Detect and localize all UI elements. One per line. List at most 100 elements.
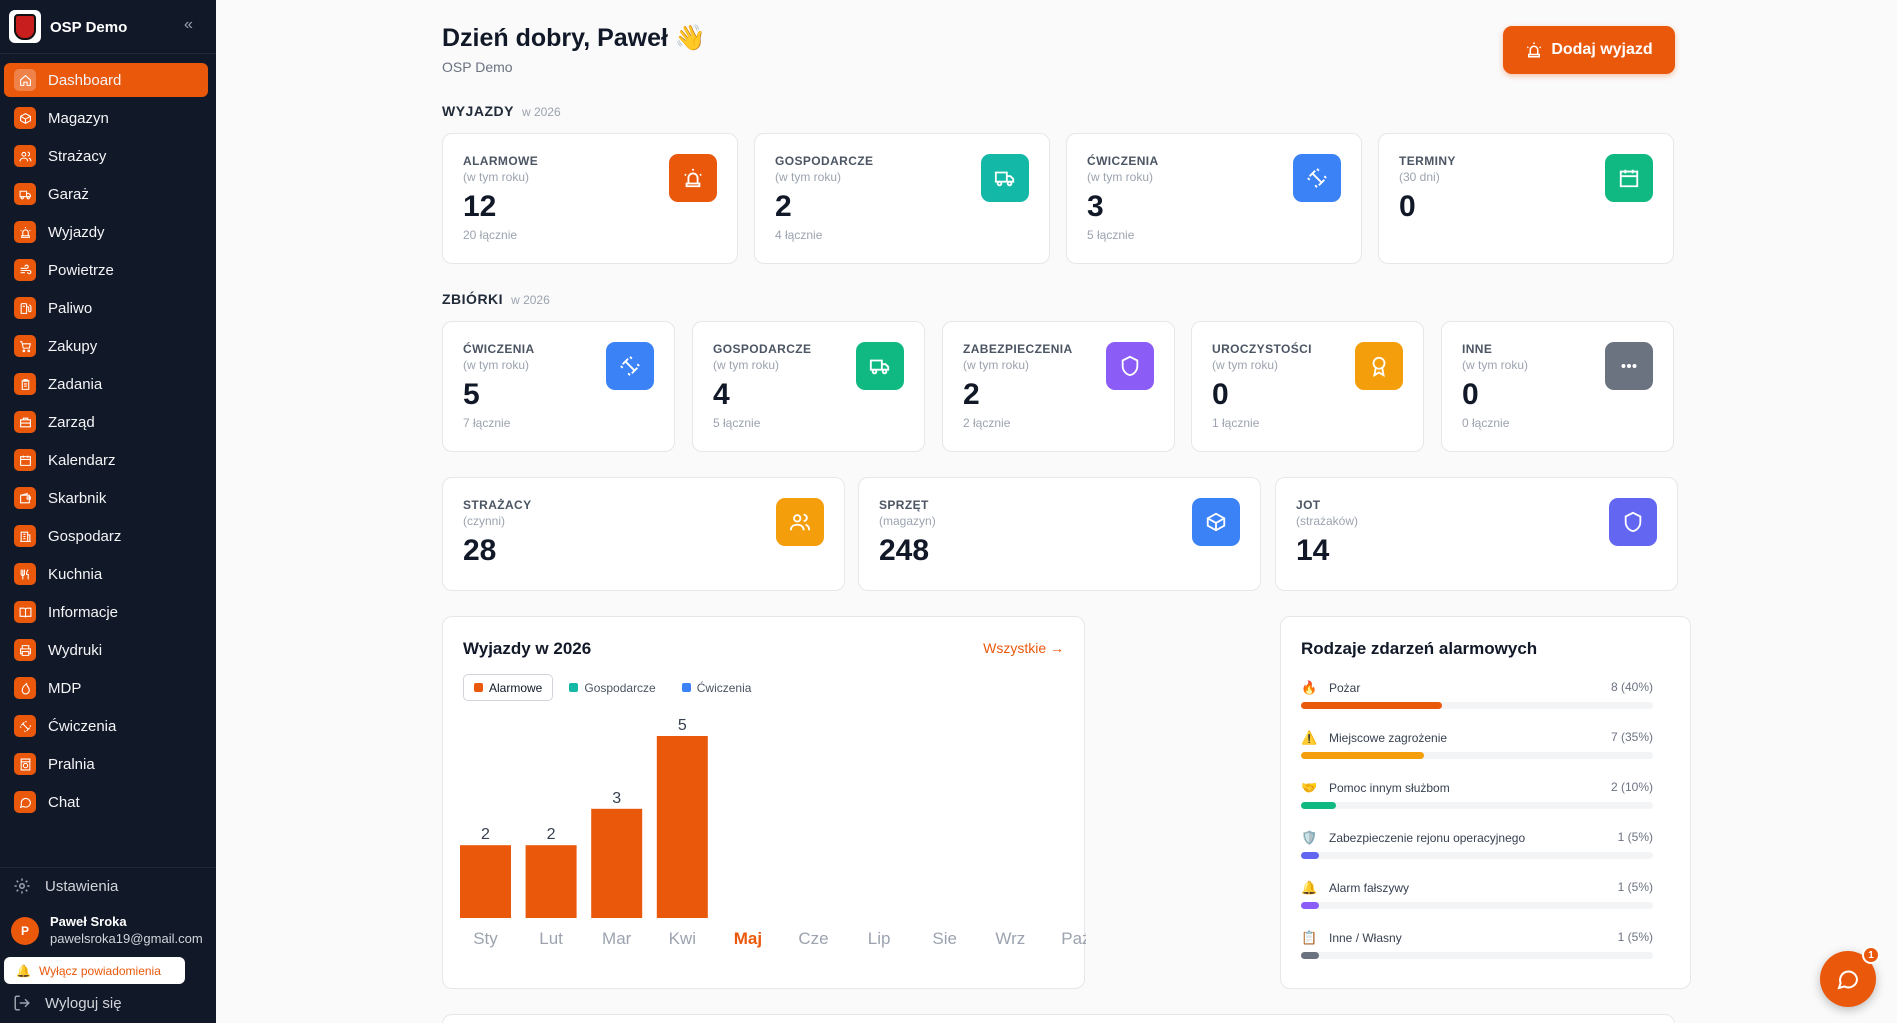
bar-kwi[interactable] (656, 736, 708, 918)
x-tick-label: Sty (473, 929, 498, 948)
card-sublabel: (w tym roku) (713, 358, 779, 372)
stat-card-cwiczenia[interactable]: ĆWICZENIA (w tym roku) 3 5 łącznie (1066, 133, 1362, 264)
card-label: SPRZĘT (879, 498, 929, 512)
settings-link[interactable]: Ustawienia (13, 877, 118, 895)
wind-icon (14, 259, 36, 281)
truck-icon (981, 154, 1029, 202)
alarm-type-name: 🤝 Pomoc innym służbom (1301, 780, 1450, 796)
chart-legend: Alarmowe Gospodarcze Ćwiczenia (463, 674, 767, 701)
section-wyjazdy-title: WYJAZDY (442, 103, 514, 119)
section-wyjazdy: WYJAZDY w 2026 (442, 103, 561, 119)
card-label: TERMINY (1399, 154, 1456, 168)
card-total: 7 łącznie (463, 416, 511, 430)
stat-card-zabezpieczenia[interactable]: ZABEZPIECZENIA (w tym roku) 2 2 łącznie (942, 321, 1175, 452)
sidebar-item-dashboard[interactable]: Dashboard (4, 63, 208, 97)
bar-value-label: 2 (547, 826, 556, 843)
card-total: 5 łącznie (713, 416, 761, 430)
sidebar-item-zarzad[interactable]: Zarząd (4, 405, 208, 439)
stat-card-gospodarcze[interactable]: GOSPODARCZE (w tym roku) 2 4 łącznie (754, 133, 1050, 264)
legend-label: Alarmowe (489, 680, 543, 695)
legend-item[interactable]: Gospodarcze (559, 674, 665, 701)
sidebar-item-strazacy[interactable]: Strażacy (4, 139, 208, 173)
disable-notifications-button[interactable]: 🔔 Wyłącz powiadomienia (4, 957, 185, 984)
card-value: 4 (713, 378, 730, 411)
brand-name: OSP Demo (50, 19, 128, 36)
stat-card-inne[interactable]: INNE (w tym roku) 0 0 łącznie (1441, 321, 1674, 452)
avatar[interactable]: P (11, 917, 39, 945)
bar-mar[interactable] (591, 808, 643, 918)
sidebar-item-label: Ćwiczenia (48, 717, 117, 735)
sidebar-item-label: Paliwo (48, 299, 93, 317)
sidebar-item-skarbnik[interactable]: Skarbnik (4, 481, 208, 515)
stat-card-alarmowe[interactable]: ALARMOWE (w tym roku) 12 20 łącznie (442, 133, 738, 264)
card-sublabel: (w tym roku) (1212, 358, 1278, 372)
x-tick-label: Cze (798, 929, 828, 948)
alarm-type-emoji: 📋 (1301, 930, 1318, 945)
settings-label: Ustawienia (45, 877, 119, 895)
sidebar-item-magazyn[interactable]: Magazyn (4, 101, 208, 135)
card-label: UROCZYSTOŚCI (1212, 342, 1312, 356)
main-content: Dzień dobry, Paweł 👋 OSP Demo Dodaj wyja… (216, 0, 1897, 1023)
sidebar-item-paliwo[interactable]: Paliwo (4, 291, 208, 325)
sidebar-item-kuchnia[interactable]: Kuchnia (4, 557, 208, 591)
sidebar-item-chat[interactable]: Chat (4, 785, 208, 819)
card-label: INNE (1462, 342, 1493, 356)
sidebar-item-label: Powietrze (48, 261, 114, 279)
collapse-sidebar-icon[interactable]: « (184, 16, 193, 33)
sidebar-item-label: Zakupy (48, 337, 98, 355)
stat-card-jot[interactable]: JOT (strażaków) 14 (1275, 477, 1678, 591)
card-value: 0 (1462, 378, 1479, 411)
logout-label: Wyloguj się (45, 994, 122, 1012)
card-value: 0 (1212, 378, 1229, 411)
stat-card-cwiczenia[interactable]: ĆWICZENIA (w tym roku) 5 7 łącznie (442, 321, 675, 452)
alarm-type-progress (1301, 802, 1653, 809)
sidebar-item-label: Dashboard (48, 71, 122, 89)
dumbbell-icon (1293, 154, 1341, 202)
alarm-type-emoji: 🔔 (1301, 880, 1318, 895)
sidebar-item-pralnia[interactable]: Pralnia (4, 747, 208, 781)
add-trip-button[interactable]: Dodaj wyjazd (1503, 26, 1675, 74)
bar-sty[interactable] (460, 845, 511, 918)
sidebar-item-zadania[interactable]: Zadania (4, 367, 208, 401)
alarm-type-name: ⚠️ Miejscowe zagrożenie (1301, 730, 1447, 746)
sidebar-item-wydruki[interactable]: Wydruki (4, 633, 208, 667)
sidebar-item-wyjazdy[interactable]: Wyjazdy (4, 215, 208, 249)
stat-card-strazacy[interactable]: STRAŻACY (czynni) 28 (442, 477, 845, 591)
shield-icon (1609, 498, 1657, 546)
bar-lut[interactable] (525, 845, 577, 918)
alarm-type-count: 7 (35%) (1610, 730, 1653, 744)
page-title: Dzień dobry, Paweł 👋 (442, 24, 707, 52)
card-label: STRAŻACY (463, 498, 532, 512)
card-sublabel: (30 dni) (1399, 170, 1440, 184)
sidebar-item-gospodarz[interactable]: Gospodarz (4, 519, 208, 553)
alarm-type-label: Inne / Własny (1329, 931, 1402, 945)
stat-card-gospodarcze[interactable]: GOSPODARCZE (w tym roku) 4 5 łącznie (692, 321, 925, 452)
stat-card-terminy[interactable]: TERMINY (30 dni) 0 (1378, 133, 1674, 264)
sidebar-item-powietrze[interactable]: Powietrze (4, 253, 208, 287)
sidebar-item-garaz[interactable]: Garaż (4, 177, 208, 211)
legend-item[interactable]: Alarmowe (463, 674, 554, 701)
legend-label: Ćwiczenia (696, 680, 752, 695)
card-sublabel: (w tym roku) (463, 170, 529, 184)
card-sublabel: (w tym roku) (1087, 170, 1153, 184)
alarm-type-label: Pożar (1329, 681, 1361, 695)
sidebar-item-zakupy[interactable]: Zakupy (4, 329, 208, 363)
siren-icon (669, 154, 717, 202)
sidebar-item-cwiczenia[interactable]: Ćwiczenia (4, 709, 208, 743)
siren-icon (1527, 42, 1542, 58)
sidebar-item-label: Zadania (48, 375, 103, 393)
alarm-type-name: 📋 Inne / Własny (1301, 930, 1402, 946)
sidebar-item-kalendarz[interactable]: Kalendarz (4, 443, 208, 477)
sidebar-item-informacje[interactable]: Informacje (4, 595, 208, 629)
calendar-icon (1605, 154, 1653, 202)
chat-icon (14, 791, 36, 813)
stat-card-sprzet[interactable]: SPRZĘT (magazyn) 248 (858, 477, 1261, 591)
stat-card-uroczystosci[interactable]: UROCZYSTOŚCI (w tym roku) 0 1 łącznie (1191, 321, 1424, 452)
truck-icon (14, 183, 36, 205)
logout-link[interactable]: Wyloguj się (13, 994, 122, 1012)
sidebar-item-mdp[interactable]: MDP (4, 671, 208, 705)
see-all-link[interactable]: Wszystkie → (983, 640, 1064, 656)
user-name: Paweł Sroka (50, 914, 127, 929)
legend-item[interactable]: Ćwiczenia (672, 674, 762, 701)
clipboard-icon (14, 373, 36, 395)
